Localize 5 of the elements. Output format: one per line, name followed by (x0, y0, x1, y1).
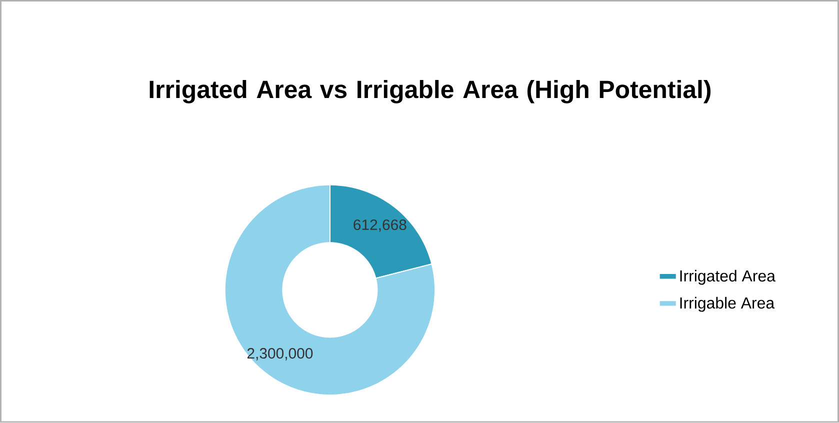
legend-label: Irrigable Area (680, 297, 775, 312)
chart-title: Irrigated Area vs Irrigable Area (High Potential) (150, 80, 710, 104)
data-label: 2,300,000 (247, 348, 313, 361)
legend-label: Irrigated Area (680, 270, 776, 285)
data-label: 612,668 (354, 220, 406, 232)
